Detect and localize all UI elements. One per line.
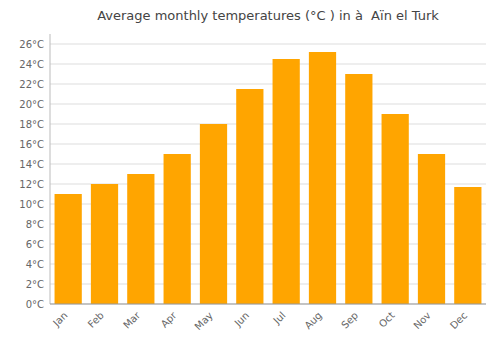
- x-tick-label: Mar: [121, 309, 143, 331]
- y-tick-label: 0°C: [26, 299, 44, 310]
- grid-line: [50, 84, 486, 85]
- bar: [236, 89, 263, 304]
- grid-line: [50, 124, 486, 125]
- x-tick-label: Sep: [339, 310, 360, 331]
- bars: [55, 52, 482, 304]
- x-tick-label: Nov: [411, 310, 433, 332]
- bar: [164, 154, 191, 304]
- grid: [50, 44, 486, 304]
- bar: [200, 124, 227, 304]
- bar: [91, 184, 118, 304]
- bar: [454, 187, 481, 304]
- y-axis-line: [50, 34, 51, 304]
- y-axis: 0°C 2°C 4°C 6°C 8°C 10°C 12°C 14°C 16°C 18°C 20°C 2…: [19, 34, 50, 310]
- x-tick-label: Apr: [159, 309, 180, 330]
- grid-line: [50, 304, 486, 305]
- x-tick-label: Jun: [232, 310, 252, 330]
- x-tick-label: Jul: [271, 310, 288, 327]
- y-tick-label: 2°C: [26, 279, 44, 290]
- grid-line: [50, 44, 486, 45]
- grid-line: [50, 64, 486, 65]
- grid-line: [50, 104, 486, 105]
- y-tick-label: 10°C: [19, 199, 44, 210]
- title: Average monthly temperatures (°C ) in à …: [97, 8, 439, 23]
- x-tick-label: May: [193, 310, 215, 332]
- bar: [382, 114, 409, 304]
- bar: [273, 59, 300, 304]
- bar: [345, 74, 372, 304]
- y-tick-label: 20°C: [19, 99, 44, 110]
- x-axis: Jan Feb Mar Apr May Jun Jul Aug Sep Oct Nov Dec: [50, 309, 469, 332]
- grid-line: [50, 144, 486, 145]
- x-tick-label: Jan: [50, 310, 69, 329]
- x-tick-label: Feb: [86, 310, 106, 330]
- bar: [309, 52, 336, 304]
- chart-container: Average monthly temperatures (°C ) in à …: [0, 0, 500, 350]
- bar: [55, 194, 82, 304]
- x-tick-label: Dec: [448, 310, 469, 331]
- bar: [127, 174, 154, 304]
- y-tick-label: 22°C: [19, 79, 44, 90]
- y-tick-label: 24°C: [19, 59, 44, 70]
- y-tick-label: 16°C: [19, 139, 44, 150]
- y-tick-label: 4°C: [26, 259, 44, 270]
- bar: [418, 154, 445, 304]
- chart-svg: Average monthly temperatures (°C ) in à …: [0, 0, 500, 350]
- y-tick-label: 12°C: [19, 179, 44, 190]
- y-tick-label: 6°C: [26, 239, 44, 250]
- y-tick-label: 14°C: [19, 159, 44, 170]
- y-tick-label: 18°C: [19, 119, 44, 130]
- y-tick-label: 26°C: [19, 39, 44, 50]
- x-tick-label: Aug: [302, 310, 324, 332]
- y-tick-label: 8°C: [26, 219, 44, 230]
- x-tick-label: Oct: [377, 310, 397, 330]
- x-axis-line: [50, 304, 486, 305]
